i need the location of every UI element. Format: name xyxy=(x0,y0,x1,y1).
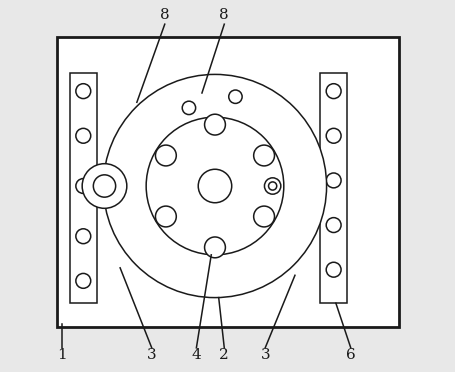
Text: 3: 3 xyxy=(147,348,156,362)
Text: 8: 8 xyxy=(219,8,228,22)
Circle shape xyxy=(325,262,340,277)
Circle shape xyxy=(253,145,274,166)
Circle shape xyxy=(204,114,225,135)
Text: 1: 1 xyxy=(57,348,67,362)
Bar xyxy=(70,73,96,303)
Circle shape xyxy=(325,173,340,188)
Circle shape xyxy=(325,218,340,232)
Text: 8: 8 xyxy=(160,8,169,22)
Circle shape xyxy=(76,179,91,193)
Circle shape xyxy=(76,84,91,99)
Circle shape xyxy=(82,164,126,208)
Text: 4: 4 xyxy=(191,348,201,362)
Text: 2: 2 xyxy=(219,348,229,362)
Circle shape xyxy=(198,169,231,203)
Circle shape xyxy=(76,229,91,244)
Circle shape xyxy=(325,128,340,143)
Circle shape xyxy=(325,84,340,99)
Circle shape xyxy=(264,178,280,194)
Circle shape xyxy=(182,101,195,115)
Circle shape xyxy=(76,128,91,143)
Circle shape xyxy=(93,175,116,197)
Circle shape xyxy=(253,206,274,227)
Circle shape xyxy=(155,145,176,166)
Circle shape xyxy=(155,206,176,227)
Text: 6: 6 xyxy=(345,348,355,362)
Circle shape xyxy=(268,182,276,190)
Circle shape xyxy=(204,237,225,258)
Circle shape xyxy=(228,90,242,103)
Circle shape xyxy=(76,273,91,288)
Bar xyxy=(57,37,398,327)
Circle shape xyxy=(146,117,283,255)
Text: 3: 3 xyxy=(260,348,269,362)
Bar xyxy=(319,73,346,303)
Circle shape xyxy=(103,74,326,298)
